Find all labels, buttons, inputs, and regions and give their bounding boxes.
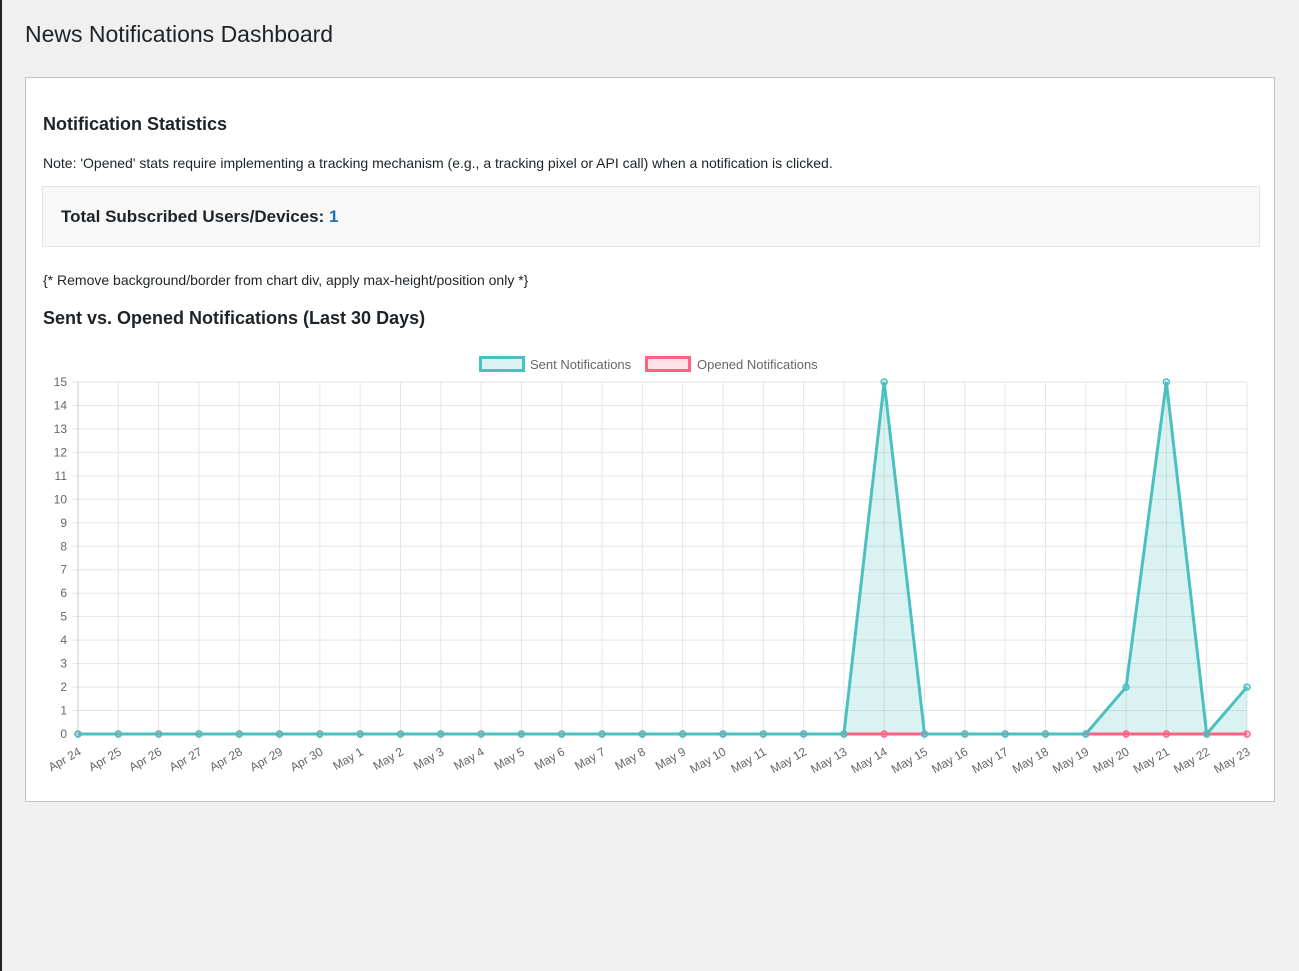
- y-tick-label: 2: [60, 680, 67, 694]
- legend-label: Sent Notifications: [530, 357, 632, 372]
- y-tick-label: 8: [60, 539, 67, 553]
- x-tick-label: May 21: [1131, 744, 1172, 776]
- x-tick-label: May 23: [1211, 744, 1252, 776]
- x-tick-label: Apr 29: [247, 744, 285, 774]
- data-point: [477, 730, 485, 738]
- legend-swatch: [645, 356, 691, 372]
- x-tick-label: Apr 24: [46, 744, 84, 774]
- y-tick-label: 9: [60, 516, 67, 530]
- x-tick-label: May 3: [411, 744, 447, 773]
- y-tick-label: 14: [54, 398, 68, 412]
- data-point: [396, 730, 405, 738]
- x-tick-label: Apr 26: [126, 744, 164, 774]
- data-point: [1082, 730, 1090, 738]
- y-tick-label: 0: [60, 727, 67, 741]
- x-tick-label: May 13: [808, 744, 849, 776]
- data-point: [114, 730, 123, 738]
- subscribed-users-stat: Total Subscribed Users/Devices: 1: [61, 207, 338, 227]
- data-point: [74, 730, 82, 738]
- subscribed-users-label: Total Subscribed Users/Devices:: [61, 207, 330, 226]
- statistics-card: Notification Statistics Note: 'Opened' s…: [25, 77, 1275, 802]
- x-tick-label: May 11: [728, 744, 769, 776]
- series-area-0: [78, 382, 1247, 734]
- x-tick-label: May 4: [451, 744, 487, 773]
- data-point: [920, 730, 929, 738]
- data-point: [356, 730, 364, 738]
- data-point: [154, 730, 163, 738]
- data-point: [275, 730, 284, 738]
- legend-label: Opened Notifications: [697, 357, 818, 372]
- data-point: [759, 730, 768, 738]
- data-point: [517, 730, 526, 738]
- x-tick-label: May 5: [492, 744, 528, 773]
- x-tick-label: Apr 27: [167, 744, 205, 774]
- x-tick-label: May 12: [768, 744, 809, 776]
- y-tick-label: 7: [60, 563, 67, 577]
- y-tick-label: 15: [54, 375, 68, 389]
- x-tick-label: May 20: [1090, 744, 1131, 776]
- chart-title: Sent vs. Opened Notifications (Last 30 D…: [43, 308, 426, 328]
- data-point: [1122, 730, 1130, 738]
- page-title: News Notifications Dashboard: [25, 21, 334, 47]
- data-point: [557, 730, 566, 738]
- data-point: [880, 378, 888, 386]
- data-point: [678, 730, 687, 738]
- data-point: [195, 730, 203, 738]
- section-title: Notification Statistics: [43, 114, 228, 134]
- x-tick-label: May 9: [653, 744, 689, 773]
- data-point: [1162, 730, 1171, 738]
- data-point: [719, 730, 727, 738]
- data-point: [316, 730, 324, 738]
- data-point: [799, 730, 808, 738]
- data-point: [1041, 730, 1050, 738]
- x-tick-label: May 16: [929, 744, 970, 776]
- x-tick-label: Apr 28: [207, 744, 245, 774]
- data-point: [1243, 730, 1251, 738]
- data-point: [880, 730, 888, 738]
- y-tick-label: 3: [60, 657, 67, 671]
- window-left-edge: [0, 0, 2, 971]
- y-tick-label: 13: [54, 422, 68, 436]
- x-tick-label: May 7: [572, 744, 608, 773]
- y-tick-label: 4: [60, 633, 67, 647]
- x-tick-label: May 2: [371, 744, 407, 773]
- template-comment: {* Remove background/border from chart d…: [43, 272, 529, 288]
- y-tick-label: 6: [60, 586, 67, 600]
- data-point: [840, 730, 848, 738]
- data-point: [1001, 730, 1009, 738]
- data-point: [1243, 683, 1251, 691]
- data-point: [235, 730, 243, 738]
- y-tick-label: 10: [54, 492, 68, 506]
- x-tick-label: May 22: [1171, 744, 1212, 776]
- x-tick-label: May 8: [613, 744, 649, 773]
- y-tick-label: 11: [55, 469, 68, 483]
- x-tick-label: May 10: [687, 744, 728, 776]
- tracking-note: Note: 'Opened' stats require implementin…: [43, 155, 833, 171]
- x-tick-label: May 6: [532, 744, 568, 773]
- x-tick-label: May 18: [1010, 744, 1051, 776]
- data-point: [437, 730, 445, 738]
- x-tick-label: Apr 25: [86, 744, 124, 774]
- x-tick-label: May 19: [1050, 744, 1091, 776]
- x-tick-label: May 14: [849, 744, 890, 776]
- y-tick-label: 1: [60, 704, 67, 718]
- subscribed-users-count: 1: [329, 207, 339, 226]
- data-point: [1162, 378, 1171, 386]
- data-point: [638, 730, 647, 738]
- y-tick-label: 12: [54, 445, 68, 459]
- data-point: [1202, 730, 1211, 738]
- data-point: [961, 730, 969, 738]
- x-tick-label: May 15: [889, 744, 930, 776]
- x-tick-label: May 1: [330, 744, 366, 773]
- y-tick-label: 5: [60, 610, 67, 624]
- series-line-0: [78, 381, 1249, 738]
- x-tick-label: Apr 30: [288, 744, 326, 774]
- data-point: [1122, 683, 1130, 691]
- data-point: [598, 730, 606, 738]
- x-tick-label: May 17: [970, 744, 1011, 776]
- subscribed-users-box: Total Subscribed Users/Devices: 1: [42, 186, 1260, 247]
- legend-swatch: [479, 356, 525, 372]
